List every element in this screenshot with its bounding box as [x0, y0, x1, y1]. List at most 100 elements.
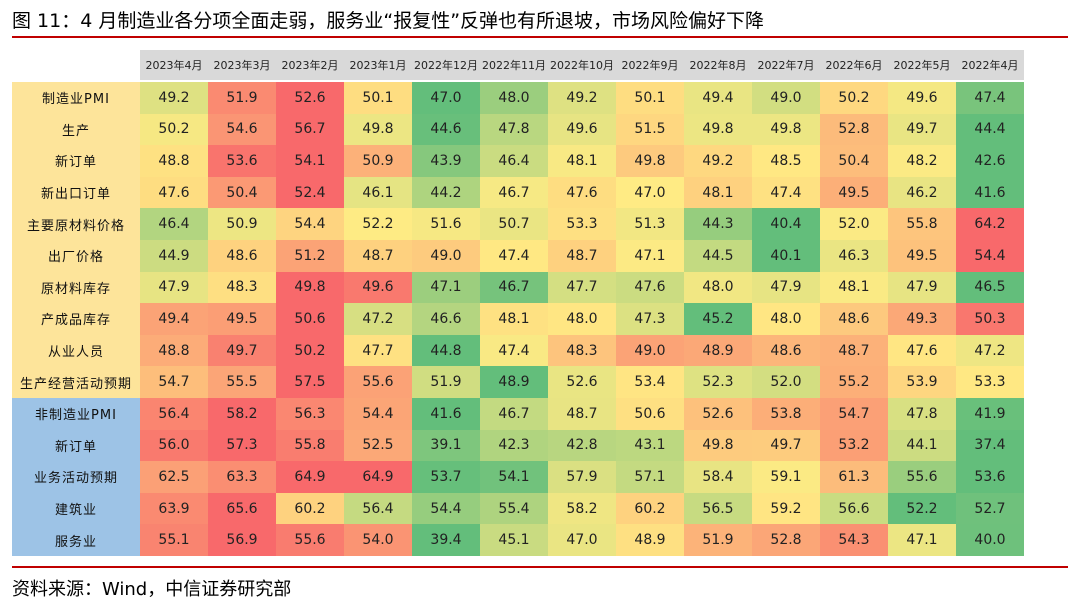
value-cell: 42.3: [480, 429, 548, 462]
value-cell: 46.7: [480, 398, 548, 430]
value-cell: 47.4: [956, 82, 1024, 114]
value-cell: 47.0: [548, 524, 616, 556]
value-cell: 47.0: [412, 82, 480, 114]
value-cell: 47.2: [956, 334, 1024, 367]
value-cell: 40.4: [752, 208, 820, 240]
value-cell: 48.7: [344, 240, 412, 272]
value-cell: 54.7: [140, 366, 208, 398]
row-label: 产成品库存: [12, 303, 140, 335]
row-label: 出厂价格: [12, 240, 140, 272]
value-cell: 47.4: [480, 240, 548, 272]
value-cell: 42.8: [548, 429, 616, 462]
header-blank: [12, 50, 140, 80]
value-cell: 53.9: [888, 366, 956, 398]
value-cell: 51.9: [208, 82, 276, 114]
column-header: 2022年7月: [752, 50, 820, 80]
value-cell: 48.1: [820, 271, 888, 304]
value-cell: 45.1: [480, 524, 548, 556]
value-cell: 46.3: [820, 240, 888, 272]
value-cell: 48.3: [208, 271, 276, 304]
value-cell: 55.2: [820, 366, 888, 398]
value-cell: 44.2: [412, 176, 480, 209]
value-cell: 45.2: [684, 303, 752, 335]
value-cell: 54.3: [820, 524, 888, 556]
value-cell: 49.7: [208, 334, 276, 367]
value-cell: 47.6: [888, 334, 956, 367]
value-cell: 52.2: [344, 208, 412, 240]
value-cell: 48.3: [548, 334, 616, 367]
value-cell: 47.8: [888, 398, 956, 430]
value-cell: 49.4: [684, 82, 752, 114]
value-cell: 49.8: [276, 271, 344, 304]
value-cell: 53.6: [956, 461, 1024, 493]
value-cell: 50.7: [480, 208, 548, 240]
title-rule: [12, 36, 1068, 38]
value-cell: 56.4: [140, 398, 208, 430]
value-cell: 44.5: [684, 240, 752, 272]
value-cell: 46.4: [480, 145, 548, 177]
column-header: 2022年9月: [616, 50, 684, 80]
value-cell: 55.8: [888, 208, 956, 240]
figure-title: 图 11：4 月制造业各分项全面走弱，服务业“报复性”反弹也有所退坡，市场风险偏…: [12, 10, 765, 32]
value-cell: 58.2: [208, 398, 276, 430]
value-cell: 52.8: [820, 113, 888, 146]
value-cell: 48.0: [548, 303, 616, 335]
column-header: 2023年2月: [276, 50, 344, 80]
value-cell: 49.7: [888, 113, 956, 146]
value-cell: 40.0: [956, 524, 1024, 556]
source-rule: [12, 566, 1068, 568]
value-cell: 58.4: [684, 461, 752, 493]
value-cell: 49.2: [140, 82, 208, 114]
value-cell: 54.6: [208, 113, 276, 146]
value-cell: 44.8: [412, 334, 480, 367]
value-cell: 44.9: [140, 240, 208, 272]
value-cell: 54.4: [956, 240, 1024, 272]
value-cell: 44.4: [956, 113, 1024, 146]
value-cell: 50.4: [820, 145, 888, 177]
value-cell: 50.9: [344, 145, 412, 177]
row-label: 生产: [12, 113, 140, 146]
value-cell: 47.9: [752, 271, 820, 304]
value-cell: 47.1: [888, 524, 956, 556]
value-cell: 56.3: [276, 398, 344, 430]
value-cell: 53.3: [548, 208, 616, 240]
value-cell: 48.1: [684, 176, 752, 209]
value-cell: 52.7: [956, 492, 1024, 525]
value-cell: 50.1: [344, 82, 412, 114]
value-cell: 50.9: [208, 208, 276, 240]
value-cell: 50.2: [140, 113, 208, 146]
value-cell: 52.5: [344, 429, 412, 462]
value-cell: 56.6: [820, 492, 888, 525]
value-cell: 54.1: [276, 145, 344, 177]
column-header: 2022年12月: [412, 50, 480, 80]
value-cell: 47.2: [344, 303, 412, 335]
value-cell: 53.2: [820, 429, 888, 462]
value-cell: 56.7: [276, 113, 344, 146]
value-cell: 49.0: [412, 240, 480, 272]
value-cell: 44.6: [412, 113, 480, 146]
row-label: 业务活动预期: [12, 461, 140, 493]
value-cell: 48.5: [752, 145, 820, 177]
value-cell: 57.5: [276, 366, 344, 398]
value-cell: 57.1: [616, 461, 684, 493]
value-cell: 54.0: [344, 524, 412, 556]
value-cell: 55.4: [480, 492, 548, 525]
value-cell: 54.4: [344, 398, 412, 430]
value-cell: 53.3: [956, 366, 1024, 398]
value-cell: 37.4: [956, 429, 1024, 462]
value-cell: 50.4: [208, 176, 276, 209]
row-label: 主要原材料价格: [12, 208, 140, 240]
row-label: 建筑业: [12, 492, 140, 525]
value-cell: 52.4: [276, 176, 344, 209]
value-cell: 47.1: [616, 240, 684, 272]
value-cell: 50.6: [276, 303, 344, 335]
value-cell: 48.2: [888, 145, 956, 177]
value-cell: 47.9: [140, 271, 208, 304]
source-note: 资料来源：Wind，中信证券研究部: [12, 579, 292, 600]
value-cell: 48.6: [752, 334, 820, 367]
value-cell: 56.4: [344, 492, 412, 525]
value-cell: 53.4: [616, 366, 684, 398]
value-cell: 52.0: [820, 208, 888, 240]
value-cell: 52.0: [752, 366, 820, 398]
value-cell: 47.8: [480, 113, 548, 146]
